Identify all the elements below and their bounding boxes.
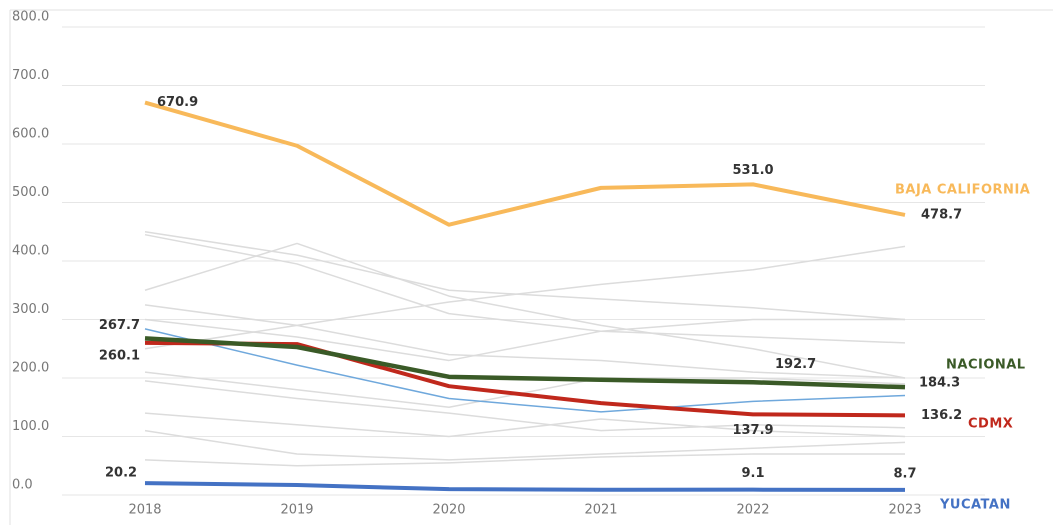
series-line: [144, 245, 906, 350]
y-tick-label: 600.0: [12, 127, 49, 142]
y-tick-label: 400.0: [12, 244, 49, 259]
x-tick-label: 2020: [432, 503, 465, 518]
y-tick-label: 200.0: [12, 361, 49, 376]
series-line: [144, 100, 906, 227]
y-tick-label: 700.0: [12, 68, 49, 83]
data-label: 267.7: [99, 318, 140, 333]
series-line: [144, 304, 906, 379]
series-line: [144, 380, 906, 432]
x-tick-label: 2021: [584, 503, 617, 518]
data-label: 192.7: [775, 357, 816, 372]
series-line: [144, 328, 906, 413]
y-tick-label: 300.0: [12, 302, 49, 317]
series-line: [144, 318, 905, 362]
data-label: 670.9: [157, 95, 198, 110]
x-tick-label: 2023: [888, 503, 921, 518]
series-name: BAJA CALIFORNIA: [895, 183, 1030, 198]
y-tick-label: 100.0: [12, 419, 49, 434]
series-name: CDMX: [968, 417, 1013, 432]
series-line: [144, 453, 905, 467]
data-label: 531.0: [732, 163, 773, 178]
data-label: 478.7: [921, 207, 962, 222]
y-tick-label: 800.0: [12, 10, 49, 25]
series-line: [144, 242, 906, 379]
series-line: [144, 371, 906, 408]
x-tick-label: 2019: [280, 503, 313, 518]
y-tick-label: 0.0: [12, 478, 33, 493]
series-line: [144, 336, 906, 390]
series-name: NACIONAL: [946, 358, 1026, 373]
x-tick-label: 2022: [736, 503, 769, 518]
data-label: 8.7: [893, 466, 916, 481]
series-line: [144, 412, 906, 438]
x-tick-label: 2018: [128, 503, 161, 518]
data-label: 136.2: [921, 408, 962, 423]
series-line: [144, 481, 906, 492]
series-line: [144, 233, 906, 344]
data-label: 137.9: [732, 423, 773, 438]
data-label: 20.2: [105, 466, 137, 481]
series-name: YUCATAN: [939, 498, 1011, 513]
data-label: 9.1: [741, 466, 764, 481]
y-tick-label: 500.0: [12, 185, 49, 200]
series-line: [144, 429, 906, 461]
series-line: [144, 231, 906, 321]
data-label: 184.3: [919, 376, 960, 391]
data-label: 260.1: [99, 348, 140, 363]
